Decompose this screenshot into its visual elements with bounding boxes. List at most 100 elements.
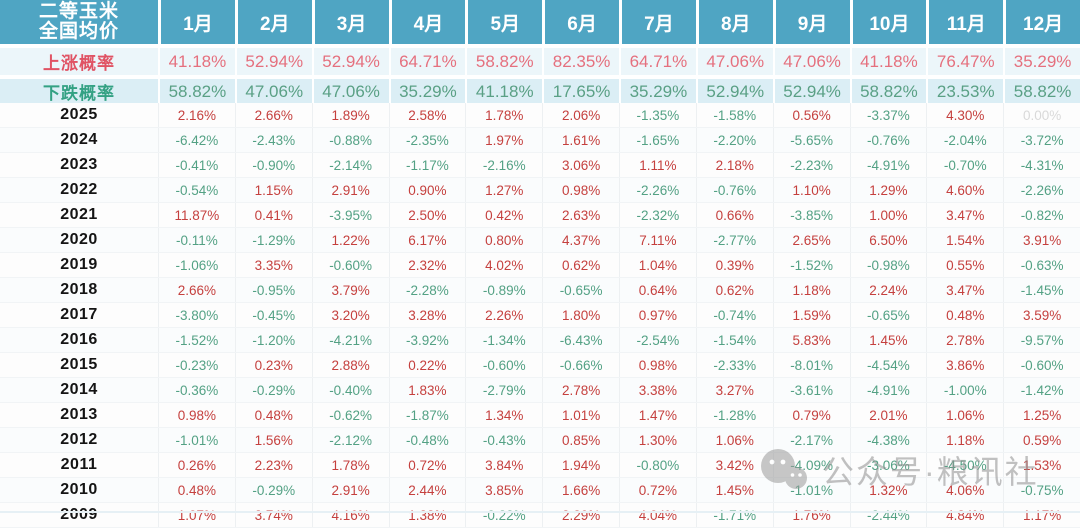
- value-cell: -0.36%: [158, 378, 235, 402]
- value-cell: -2.17%: [772, 428, 850, 452]
- value-cell: -0.76%: [849, 128, 927, 152]
- value-cell: 1.25%: [1003, 403, 1080, 427]
- value-cell: 2.66%: [158, 278, 235, 302]
- rise-probability-cell: 64.71%: [388, 48, 466, 75]
- year-label: 2011: [60, 456, 98, 473]
- value-cell: 1.53%: [1003, 453, 1080, 477]
- value-cell: 3.35%: [234, 253, 312, 277]
- value-cell: 1.66%: [542, 478, 619, 502]
- value-cell: 0.72%: [619, 478, 696, 502]
- value-cell: -2.26%: [1003, 178, 1080, 202]
- value-cell: 2.29%: [542, 503, 619, 527]
- value-cell: 0.41%: [234, 203, 312, 227]
- value-cell: -2.28%: [388, 278, 466, 302]
- month-header-cell: 7月: [619, 0, 696, 44]
- value-cell: 1.78%: [465, 103, 542, 127]
- value-cell: -1.01%: [772, 478, 850, 502]
- value-cell: -4.31%: [1003, 153, 1080, 177]
- value-cell: 0.23%: [234, 353, 312, 377]
- year-row: 2020 -0.11% -1.29% 1.22% 6.17% 0.80% 4.37% 7.11…: [0, 228, 1080, 253]
- month-header-cell: 9月: [772, 0, 850, 44]
- value-cell: -0.74%: [695, 303, 773, 327]
- value-cell: 2.44%: [388, 478, 466, 502]
- value-cell: -0.11%: [158, 228, 235, 252]
- value-cell: 0.48%: [926, 303, 1003, 327]
- value-cell: 1.32%: [849, 478, 927, 502]
- value-cell: -4.38%: [849, 428, 927, 452]
- month-header-cell: 11月: [926, 0, 1004, 44]
- month-header-cell: 4月: [388, 0, 466, 44]
- value-cell: 1.27%: [465, 178, 542, 202]
- value-cell: -2.12%: [311, 428, 389, 452]
- value-cell: -0.48%: [388, 428, 466, 452]
- fall-probability-cell: 47.06%: [234, 79, 312, 104]
- value-cell: -1.00%: [926, 378, 1003, 402]
- fall-probability-cell: 17.65%: [542, 79, 619, 104]
- fall-probability-cell: 47.06%: [311, 79, 389, 104]
- value-cell: 0.56%: [772, 103, 850, 127]
- value-cell: 3.47%: [926, 278, 1003, 302]
- value-cell: 2.66%: [234, 103, 312, 127]
- value-cell: 3.59%: [1003, 303, 1080, 327]
- value-cell: 4.37%: [542, 228, 619, 252]
- value-cell: -1.42%: [1003, 378, 1080, 402]
- value-cell: 3.79%: [311, 278, 389, 302]
- value-cell: -4.91%: [849, 153, 927, 177]
- value-cell: 1.22%: [311, 228, 389, 252]
- value-cell: 4.04%: [619, 503, 696, 527]
- value-cell: 3.91%: [1003, 228, 1080, 252]
- value-cell: -1.20%: [234, 328, 312, 352]
- value-cell: -1.01%: [158, 428, 235, 452]
- value-cell: -4.54%: [849, 353, 927, 377]
- rise-probability-cell: 35.29%: [1003, 48, 1080, 75]
- value-cell: -1.71%: [695, 503, 773, 527]
- rise-probability-cell: 47.06%: [695, 48, 773, 75]
- bottom-strip: [0, 511, 1080, 513]
- value-cell: 1.89%: [311, 103, 389, 127]
- value-cell: -0.65%: [849, 303, 927, 327]
- value-cell: -2.43%: [234, 128, 312, 152]
- value-cell: 3.38%: [619, 378, 696, 402]
- value-cell: 1.01%: [542, 403, 619, 427]
- year-row: 2017 -3.80% -0.45% 3.20% 3.28% 2.26% 1.80% 0.97…: [0, 303, 1080, 328]
- value-cell: -0.63%: [1003, 253, 1080, 277]
- fall-probability-cell: 58.82%: [849, 79, 927, 104]
- value-cell: -1.28%: [695, 403, 773, 427]
- value-cell: 4.84%: [926, 503, 1003, 527]
- fall-probability-cell: 52.94%: [772, 79, 850, 104]
- value-cell: -6.43%: [542, 328, 619, 352]
- value-cell: 4.02%: [465, 253, 542, 277]
- value-cell: -0.41%: [158, 153, 235, 177]
- value-cell: 3.84%: [465, 453, 542, 477]
- row-divider: [0, 75, 1080, 79]
- month-header-cell: 6月: [542, 0, 619, 44]
- value-cell: -0.82%: [1003, 203, 1080, 227]
- value-cell: -0.90%: [234, 153, 312, 177]
- value-cell: -4.91%: [849, 378, 927, 402]
- rise-probability-cell: 47.06%: [772, 48, 850, 75]
- value-cell: -1.06%: [158, 253, 235, 277]
- value-cell: 0.66%: [695, 203, 773, 227]
- value-cell: -4.21%: [311, 328, 389, 352]
- value-cell: 3.85%: [465, 478, 542, 502]
- rise-probability-cell: 58.82%: [465, 48, 542, 75]
- value-cell: 2.06%: [542, 103, 619, 127]
- value-cell: -0.22%: [465, 503, 542, 527]
- year-row: 2025 2.16% 2.66% 1.89% 2.58% 1.78% 2.06% -1.35%…: [0, 103, 1080, 128]
- value-cell: -2.44%: [849, 503, 927, 527]
- value-cell: -2.35%: [388, 128, 466, 152]
- value-cell: 2.88%: [311, 353, 389, 377]
- value-cell: -3.72%: [1003, 128, 1080, 152]
- value-cell: -0.60%: [465, 353, 542, 377]
- year-label: 2022: [60, 181, 98, 198]
- value-cell: -0.40%: [311, 378, 389, 402]
- value-cell: -1.34%: [465, 328, 542, 352]
- value-cell: 1.00%: [849, 203, 927, 227]
- value-cell: 3.28%: [388, 303, 466, 327]
- month-header-cell: 3月: [311, 0, 389, 44]
- year-row: 2012 -1.01% 1.56% -2.12% -0.48% -0.43% 0.85% 1.…: [0, 428, 1080, 453]
- value-cell: 1.61%: [542, 128, 619, 152]
- value-cell: 1.04%: [619, 253, 696, 277]
- value-cell: -0.62%: [311, 403, 389, 427]
